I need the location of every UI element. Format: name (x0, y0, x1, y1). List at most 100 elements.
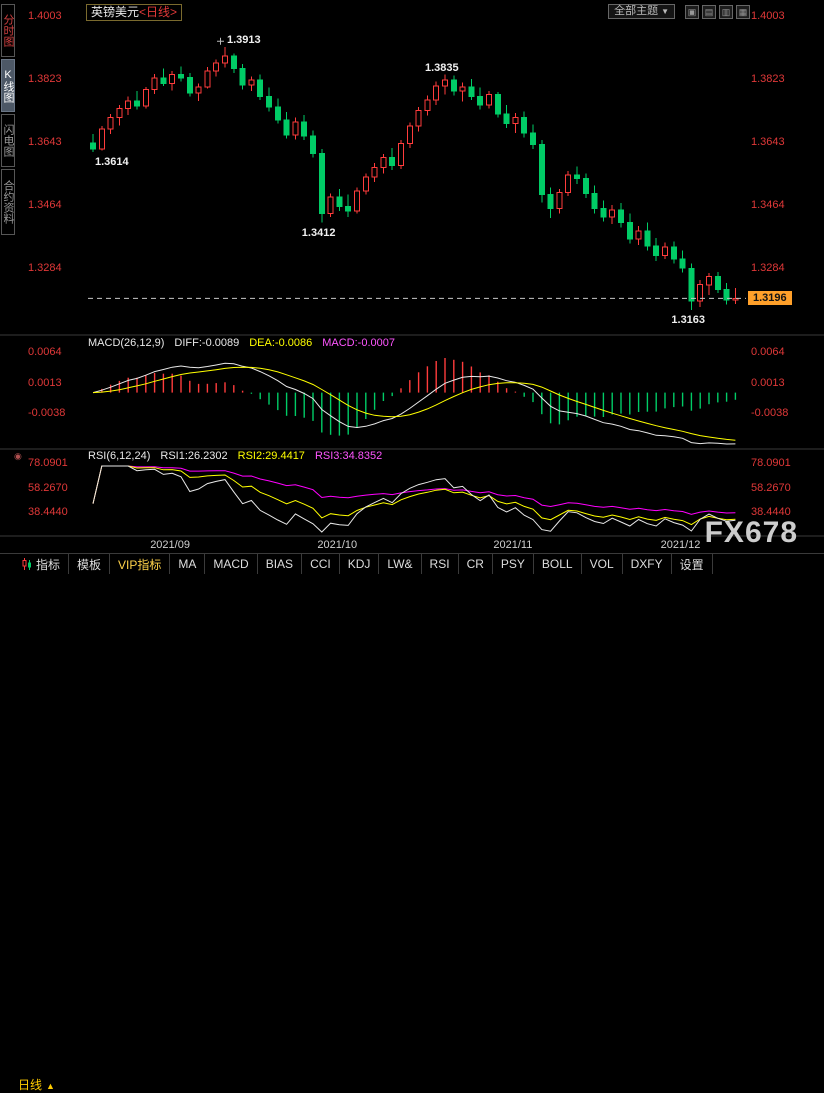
toolbar-button-settings[interactable]: 设置 (672, 554, 713, 574)
rsi1-value: RSI1:26.2302 (160, 450, 228, 462)
price-axis-label: 1.4003 (751, 9, 785, 22)
sidebar-item-label: 分时图 (2, 14, 14, 47)
toolbar-button-indicators[interactable]: 指标 (14, 554, 70, 574)
window-tile-vertical-icon[interactable]: ▥ (719, 4, 733, 19)
rsi-axis-label: 78.0901 (751, 457, 791, 469)
sidebar-item-label: K线图 (2, 68, 14, 103)
toolbar-button-label: 模板 (77, 557, 102, 572)
macd-axis-label: 0.0064 (751, 346, 785, 358)
macd-axis-label: -0.0038 (28, 407, 66, 419)
toolbar-button-vip-indicators[interactable]: VIP指标 (110, 554, 171, 574)
price-annotation: 1.3835 (425, 61, 459, 74)
rsi2-value: RSI2:29.4417 (237, 450, 305, 462)
toolbar-button-label: DXFY (630, 557, 663, 571)
last-price-tag: 1.3196 (748, 291, 792, 306)
toolbar-button-label: 指标 (36, 557, 61, 572)
rsi-params-label: RSI(6,12,24) (88, 450, 151, 462)
toolbar-button-kdj[interactable]: KDJ (340, 554, 380, 574)
window-cascade-icon[interactable]: ▦ (736, 4, 750, 19)
macd-axis-label: 0.0013 (751, 377, 785, 389)
toolbar-button-label: MACD (213, 557, 249, 571)
macd-axis-label: -0.0038 (751, 407, 789, 419)
chevron-down-icon: ▼ (661, 7, 669, 16)
macd-dea-value: DEA:-0.0086 (249, 337, 313, 349)
toolbar-button-label: VIP指标 (118, 557, 162, 572)
toolbar-button-ma[interactable]: MA (170, 554, 206, 574)
window-tile-horizontal-icon[interactable]: ▤ (702, 4, 716, 19)
rsi-axis-label: 58.2670 (28, 482, 68, 494)
toolbar-button-label: CR (466, 557, 484, 571)
bottom-toolbar: 指标 模板 VIP指标 MA MACD BIAS CCI KDJ LW& RSI… (0, 553, 824, 574)
macd-axis-label: 0.0013 (28, 377, 62, 389)
period-tab-label: 日线 (18, 1078, 43, 1092)
macd-bar-value: MACD:-0.0007 (322, 337, 395, 349)
rsi-axis-label: 38.4440 (28, 506, 68, 518)
toolbar-button-cci[interactable]: CCI (302, 554, 340, 574)
price-axis-label: 1.3643 (28, 135, 62, 148)
toolbar-button-boll[interactable]: BOLL (534, 554, 582, 574)
rsi-title: RSI(6,12,24) RSI1:26.2302 RSI2:29.4417 RSI3… (88, 450, 392, 462)
month-label: 2021/11 (493, 539, 533, 551)
toolbar-button-label: 设置 (679, 557, 704, 572)
month-label: 2021/10 (317, 539, 358, 551)
price-annotation: 1.3163 (671, 313, 706, 326)
price-axis-label: 1.3284 (751, 261, 785, 274)
toolbar-button-label: PSY (500, 557, 525, 571)
toolbar-button-label: RSI (429, 557, 450, 571)
sidebar-item-flash-chart[interactable]: 闪电图 (1, 114, 15, 167)
triangle-up-icon: ▲ (46, 1081, 55, 1091)
toolbar-button-label: VOL (589, 557, 614, 571)
chart-canvas[interactable] (0, 0, 824, 574)
rsi3-value: RSI3:34.8352 (314, 450, 383, 462)
period-tag-label: <日线> (139, 5, 178, 19)
toolbar-button-cr[interactable]: CR (459, 554, 493, 574)
toolbar-button-macd[interactable]: MACD (205, 554, 258, 574)
sidebar-item-contract-info[interactable]: 合约资料 (1, 169, 15, 235)
fx678-watermark: FX678 (704, 516, 798, 549)
price-axis-label: 1.3284 (28, 261, 62, 274)
theme-dropdown[interactable]: 全部主题 ▼ (608, 4, 675, 19)
window-grid-icon[interactable]: ▣ (685, 4, 699, 19)
sidebar-item-label: 合约资料 (2, 180, 14, 224)
toolbar-button-dxfy[interactable]: DXFY (623, 554, 672, 574)
toolbar-button-psy[interactable]: PSY (493, 554, 534, 574)
sidebar-item-kline-chart[interactable]: K线图 (1, 59, 15, 112)
rsi-axis-label: 38.4440 (751, 506, 791, 518)
chart-title: 英镑美元<日线> (86, 4, 183, 21)
window-controls: 全部主题 ▼ ▣ ▤ ▥ ▦ (608, 4, 750, 19)
price-axis-label: 1.3464 (751, 198, 785, 211)
macd-axis-label: 0.0064 (28, 346, 62, 358)
sidebar-item-time-chart[interactable]: 分时图 (1, 4, 15, 57)
price-axis-label: 1.4003 (28, 9, 62, 22)
toolbar-button-vol[interactable]: VOL (582, 554, 623, 574)
macd-diff-value: DIFF:-0.0089 (174, 337, 240, 349)
price-axis-label: 1.3823 (751, 72, 785, 85)
toolbar-button-label: BOLL (541, 557, 573, 571)
kline-indicator-icon (22, 558, 31, 570)
month-label: 2021/09 (150, 539, 190, 551)
rsi-axis-label: 58.2670 (751, 482, 791, 494)
toolbar-button-rsi[interactable]: RSI (422, 554, 459, 574)
macd-params-label: MACD(26,12,9) (88, 337, 165, 349)
price-axis-label: 1.3643 (751, 135, 785, 148)
price-annotation: 1.3614 (95, 155, 129, 168)
period-tab[interactable]: 日线 ▲ (18, 1076, 55, 1093)
panel-marker-icon: ◉ (14, 451, 22, 461)
toolbar-button-label: BIAS (265, 557, 294, 571)
toolbar-button-bias[interactable]: BIAS (258, 554, 303, 574)
price-annotation: 1.3412 (301, 226, 336, 239)
toolbar-button-label: CCI (310, 557, 331, 571)
rsi-axis-label: 78.0901 (28, 457, 68, 469)
toolbar-button-label: MA (178, 557, 197, 571)
macd-title: MACD(26,12,9) DIFF:-0.0089 DEA:-0.0086 MACD… (88, 337, 405, 349)
theme-dropdown-label: 全部主题 (614, 5, 659, 17)
price-annotation: 1.3913 (227, 34, 261, 47)
price-axis-label: 1.3464 (28, 198, 62, 211)
toolbar-button-lw[interactable]: LW& (379, 554, 422, 574)
toolbar-button-label: LW& (387, 557, 413, 571)
price-axis-label: 1.3823 (28, 72, 62, 85)
toolbar-button-label: KDJ (347, 557, 371, 571)
symbol-name: 英镑美元 (91, 5, 140, 19)
toolbar-button-templates[interactable]: 模板 (69, 554, 111, 574)
